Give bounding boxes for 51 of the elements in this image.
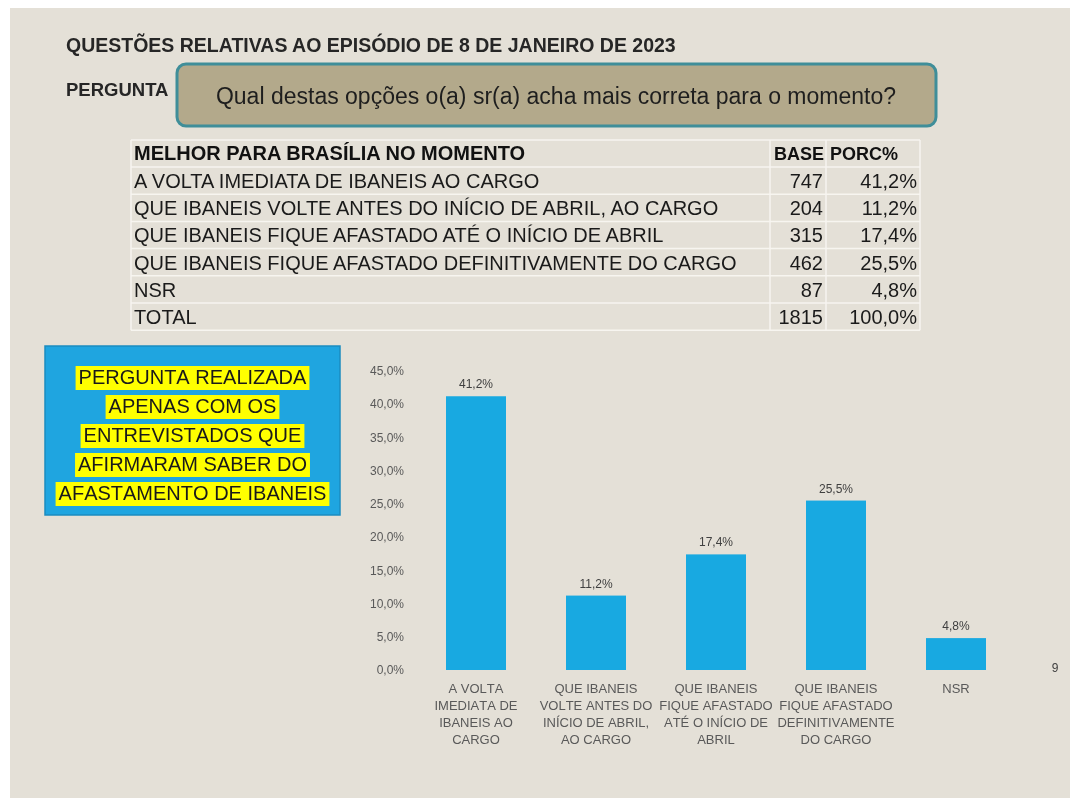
category-label: NSR [134, 278, 177, 301]
data-label: 1815 [778, 306, 823, 328]
text: BASE [774, 144, 825, 164]
y-tick-label: 10,0% [369, 596, 405, 611]
y-tick-label: 15,0% [369, 563, 405, 578]
text: PERGUNTA [66, 79, 169, 100]
bar [806, 500, 866, 670]
category-label: A VOLTA IMEDIATA DE IBANEIS AO CARGO [134, 170, 540, 192]
x-tick-label: NSR [942, 681, 970, 696]
y-tick-label: 30,0% [369, 463, 405, 478]
text: QUESTÕES RELATIVAS AO EPISÓDIO DE 8 DE JANEIRO DE 2023 [66, 33, 676, 56]
text: Qual destas opções o(a) sr(a) acha mais correta para o momento? [215, 83, 897, 109]
bar [686, 554, 746, 670]
category-label: QUE IBANEIS VOLTE ANTES DO INÍCIO DE ABRIL, AO CARGO [134, 197, 719, 220]
text: 9 [1051, 661, 1059, 675]
category-label: QUE IBANEIS FIQUE AFASTADO DEFINITIVAMENTE DO CARGO [134, 251, 737, 274]
data-label: 41,2% [860, 170, 918, 192]
data-label: 100,0% [849, 306, 918, 328]
data-label: 204 [789, 197, 823, 220]
y-tick-label: 20,0% [369, 530, 405, 545]
y-tick-label: 5,0% [376, 629, 405, 644]
data-label: 41,2% [458, 377, 494, 392]
bar [566, 595, 626, 670]
data-label: 462 [789, 251, 823, 274]
y-tick-label: 35,0% [369, 430, 405, 445]
data-label: 25,5% [818, 481, 854, 496]
category-label: QUE IBANEIS FIQUE AFASTADO ATÉ O INÍCIO DE ABRIL [134, 224, 664, 247]
bar [926, 638, 986, 670]
data-label: 87 [800, 278, 823, 301]
data-label: 4,8% [942, 619, 970, 634]
y-tick-label: 0,0% [376, 663, 405, 678]
text: PORC% [830, 144, 899, 164]
x-tick-label: QUE IBANEIS FIQUE AFASTADO ATÉ O INÍCIO DE ABRIL [659, 681, 773, 747]
data-label: 17,4% [698, 535, 734, 550]
y-tick-label: 45,0% [369, 364, 405, 379]
category-label: TOTAL [134, 306, 197, 328]
x-tick-label: QUE IBANEIS VOLTE ANTES DO INÍCIO DE ABRIL, AO CARGO [539, 681, 653, 747]
data-label: 25,5% [860, 251, 918, 274]
text: MELHOR PARA BRASÍLIA NO MOMENTO [134, 142, 526, 164]
data-label: 17,4% [860, 224, 918, 247]
y-tick-label: 40,0% [369, 397, 405, 412]
data-label: 315 [789, 224, 823, 247]
x-tick-label: A VOLTA IMEDIATA DE IBANEIS AO CARGO [434, 681, 518, 747]
data-label: 11,2% [579, 576, 613, 591]
bar [446, 396, 506, 670]
data-label: 4,8% [871, 278, 918, 301]
y-tick-label: 25,0% [369, 497, 405, 512]
x-tick-label: QUE IBANEIS FIQUE AFASTADO DEFINITIVAMENTE DO CARGO [777, 681, 895, 747]
text: PERGUNTA REALIZADA APENAS COM OS ENTREVISTADOS QUE AFIRMARAM SABER DO AFASTAMENTO DE IBANEIS [58, 366, 327, 504]
data-label: 11,2% [861, 197, 918, 220]
data-label: 747 [789, 170, 823, 192]
